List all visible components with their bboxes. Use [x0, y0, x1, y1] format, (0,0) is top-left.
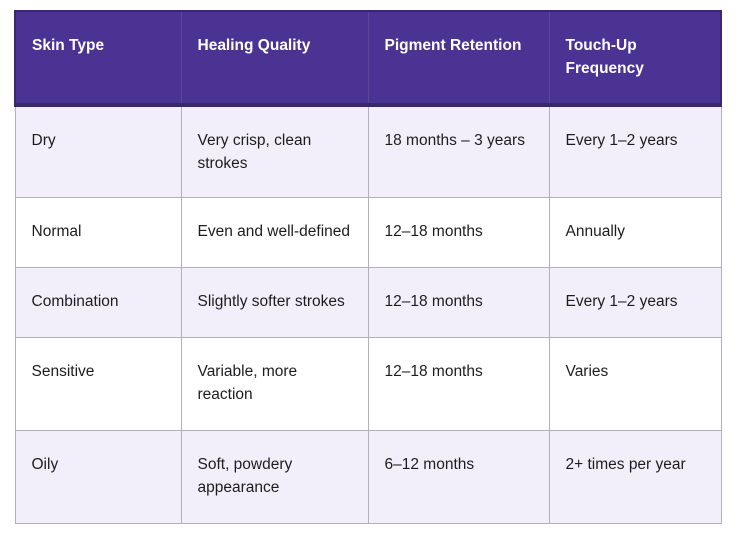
header-cell-skin-type: Skin Type	[14, 10, 182, 107]
table-cell: Annually	[548, 197, 722, 268]
table-body: Dry Very crisp, clean strokes 18 months …	[14, 104, 722, 524]
header-cell-pigment-retention: Pigment Retention	[367, 10, 550, 107]
table-header: Skin Type Healing Quality Pigment Retent…	[14, 10, 722, 107]
table-cell: Oily	[14, 430, 182, 524]
table-row-sensitive: Sensitive Variable, more reaction 12–18 …	[14, 337, 722, 431]
table-cell: Normal	[14, 197, 182, 268]
table-cell: Varies	[548, 337, 722, 431]
table-cell: Every 1–2 years	[548, 267, 722, 338]
table-cell: Sensitive	[14, 337, 182, 431]
table-cell: Slightly softer strokes	[180, 267, 369, 338]
table-cell: Combination	[14, 267, 182, 338]
table-cell: Even and well-defined	[180, 197, 369, 268]
table-cell: Very crisp, clean strokes	[180, 104, 369, 198]
table-cell: Every 1–2 years	[548, 104, 722, 198]
skin-type-table: Skin Type Healing Quality Pigment Retent…	[14, 10, 722, 524]
table-cell: 12–18 months	[367, 337, 550, 431]
table-cell: 12–18 months	[367, 267, 550, 338]
table-cell: Variable, more reaction	[180, 337, 369, 431]
table-row-normal: Normal Even and well-defined 12–18 month…	[14, 197, 722, 268]
table-cell: Soft, powdery appearance	[180, 430, 369, 524]
table-cell: Dry	[14, 104, 182, 198]
header-cell-touch-up-frequency: Touch-Up Frequency	[548, 10, 722, 107]
table-cell: 18 months – 3 years	[367, 104, 550, 198]
header-row: Skin Type Healing Quality Pigment Retent…	[14, 10, 722, 107]
table-cell: 2+ times per year	[548, 430, 722, 524]
header-cell-healing-quality: Healing Quality	[180, 10, 369, 107]
table-cell: 6–12 months	[367, 430, 550, 524]
table-row-dry: Dry Very crisp, clean strokes 18 months …	[14, 104, 722, 198]
table-cell: 12–18 months	[367, 197, 550, 268]
table-row-combination: Combination Slightly softer strokes 12–1…	[14, 267, 722, 338]
table-row-oily: Oily Soft, powdery appearance 6–12 month…	[14, 430, 722, 524]
